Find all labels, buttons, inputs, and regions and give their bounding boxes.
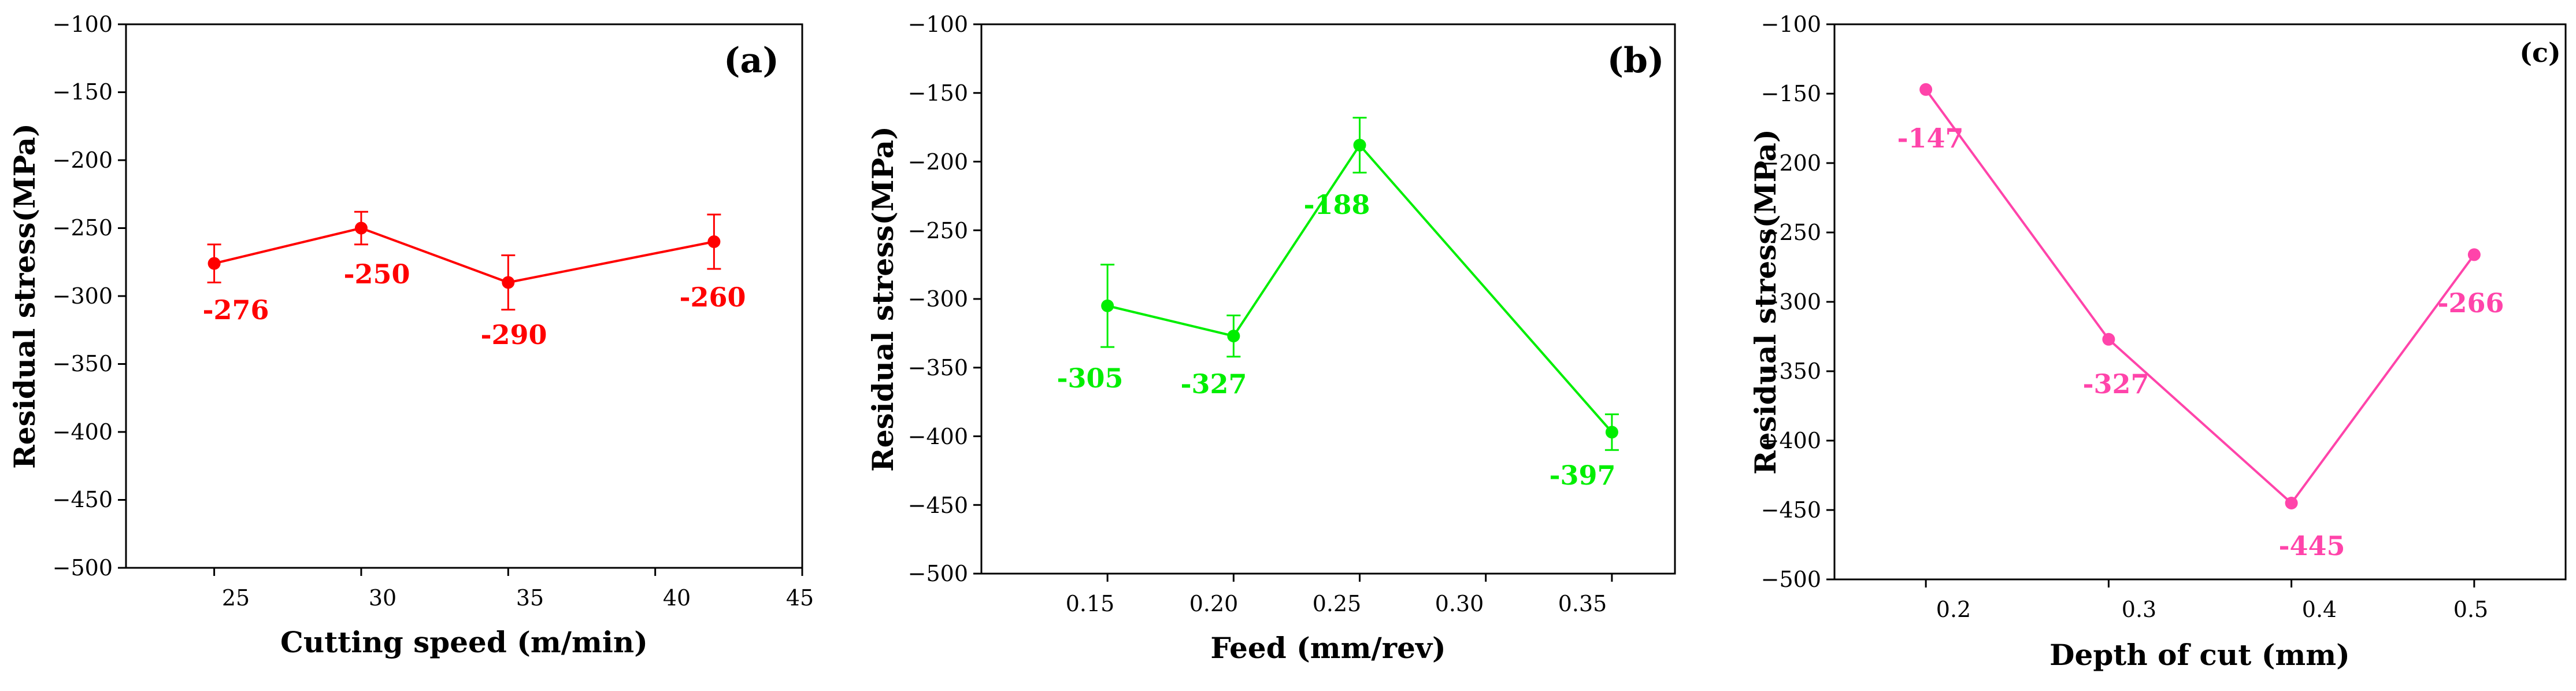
x-tick-label: 0.25 bbox=[1313, 591, 1362, 616]
data-point bbox=[1919, 83, 1933, 96]
panel-b-series bbox=[1100, 117, 1619, 451]
panel-a-label: (a) bbox=[724, 40, 779, 81]
y-tick-label: −500 bbox=[53, 555, 113, 581]
panel-a-series bbox=[207, 210, 721, 311]
data-point bbox=[1101, 299, 1114, 312]
panel-c-y-tick-labels: −100 −150 −200 −250 −300 −350 −400 −450 … bbox=[1761, 12, 1821, 592]
panel-b-frame bbox=[980, 23, 1676, 575]
panel-b-data-labels: -305 -327 -188 -397 bbox=[1057, 189, 1615, 491]
panel-c-ticks bbox=[1826, 23, 2475, 587]
x-tick-label: 0.35 bbox=[1558, 591, 1607, 616]
y-tick-label: −150 bbox=[908, 80, 968, 106]
data-label: -147 bbox=[1897, 123, 1963, 154]
panel-a-ticks bbox=[118, 23, 803, 576]
y-tick-label: −350 bbox=[53, 351, 113, 376]
y-tick-label: −450 bbox=[908, 493, 968, 518]
x-tick-label: 0.30 bbox=[1435, 591, 1484, 616]
panel-b-y-tick-labels: −100 −150 −200 −250 −300 −350 −400 −450 … bbox=[908, 12, 968, 586]
y-tick-label: −100 bbox=[1761, 12, 1821, 37]
series-line bbox=[1925, 88, 2475, 505]
data-point bbox=[2102, 332, 2115, 346]
panel-a-data-labels: -276 -250 -290 -260 bbox=[202, 258, 746, 350]
data-label: -445 bbox=[2278, 530, 2345, 561]
data-point bbox=[502, 276, 515, 289]
data-point bbox=[707, 235, 721, 248]
panel-b-label: (b) bbox=[1607, 40, 1665, 81]
y-tick-label: −350 bbox=[1761, 359, 1821, 384]
y-tick-label: −300 bbox=[908, 286, 968, 312]
data-point bbox=[2467, 248, 2481, 261]
panel-a: (a) Cutting speed (m/min) Residual stres… bbox=[8, 12, 814, 659]
x-tick-label: 0.20 bbox=[1189, 591, 1239, 616]
y-tick-label: −450 bbox=[1761, 497, 1821, 523]
data-point bbox=[1227, 330, 1240, 343]
x-tick-label: 30 bbox=[369, 585, 396, 611]
data-label: -397 bbox=[1549, 460, 1615, 491]
x-tick-label: 35 bbox=[516, 585, 544, 611]
data-label: -260 bbox=[679, 282, 746, 313]
y-tick-label: −300 bbox=[53, 283, 113, 309]
panel-a-x-axis-title: Cutting speed (m/min) bbox=[280, 625, 648, 659]
y-tick-label: −200 bbox=[908, 149, 968, 175]
data-label: -188 bbox=[1303, 189, 1370, 220]
y-tick-label: −500 bbox=[1761, 567, 1821, 592]
panel-c-x-tick-labels: 0.2 0.3 0.4 0.5 bbox=[1936, 597, 2488, 622]
panel-c-series bbox=[1919, 83, 2481, 509]
data-label: -266 bbox=[2437, 287, 2504, 319]
y-tick-label: −200 bbox=[53, 147, 113, 173]
panel-b-x-axis-title: Feed (mm/rev) bbox=[1210, 631, 1445, 665]
panel-a-y-axis-title: Residual stress(MPa) bbox=[8, 123, 42, 469]
panel-c-y-axis-title: Residual stress(MPa) bbox=[1748, 129, 1782, 475]
x-tick-label: 0.4 bbox=[2302, 597, 2337, 622]
panel-b-x-tick-labels: 0.15 0.20 0.25 0.30 0.35 bbox=[1066, 591, 1607, 616]
y-tick-label: −100 bbox=[908, 12, 968, 37]
panel-b: (b) Feed (mm/rev) Residual stress(MPa) 0… bbox=[866, 12, 1676, 665]
y-tick-label: −200 bbox=[1761, 150, 1821, 176]
y-tick-label: −400 bbox=[908, 424, 968, 449]
x-tick-label: 25 bbox=[222, 585, 250, 611]
panel-c-data-labels: -147 -327 -445 -266 bbox=[1897, 123, 2504, 561]
y-tick-label: −250 bbox=[908, 218, 968, 243]
y-tick-label: −100 bbox=[53, 12, 113, 37]
y-tick-label: −350 bbox=[908, 355, 968, 380]
data-label: -327 bbox=[1180, 368, 1247, 400]
x-tick-label: 0.2 bbox=[1936, 597, 1971, 622]
x-tick-label: 0.5 bbox=[2453, 597, 2488, 622]
y-tick-label: −500 bbox=[908, 561, 968, 586]
y-tick-label: −150 bbox=[53, 79, 113, 105]
panel-c-x-axis-title: Depth of cut (mm) bbox=[2049, 638, 2350, 672]
x-tick-label: 40 bbox=[663, 585, 691, 611]
x-tick-label: 45 bbox=[786, 585, 814, 611]
data-point bbox=[1605, 426, 1618, 439]
data-point bbox=[354, 221, 368, 235]
y-tick-label: −450 bbox=[53, 487, 113, 512]
x-tick-label: 0.15 bbox=[1066, 591, 1115, 616]
data-label: -250 bbox=[343, 258, 410, 290]
y-tick-label: −250 bbox=[1761, 220, 1821, 245]
y-tick-label: −400 bbox=[1761, 428, 1821, 453]
data-label: -305 bbox=[1057, 363, 1123, 394]
data-point bbox=[207, 257, 221, 270]
y-tick-label: −250 bbox=[53, 215, 113, 241]
series-line bbox=[1107, 143, 1613, 433]
data-point bbox=[1353, 139, 1366, 151]
panel-c-label: (c) bbox=[2519, 37, 2561, 68]
data-point bbox=[2285, 497, 2298, 509]
y-tick-label: −150 bbox=[1761, 81, 1821, 106]
data-label: -327 bbox=[2082, 368, 2149, 400]
panel-b-ticks bbox=[973, 23, 1613, 582]
panel-b-y-axis-title: Residual stress(MPa) bbox=[866, 126, 900, 472]
y-tick-label: −400 bbox=[53, 419, 113, 445]
panel-c: (c) Depth of cut (mm) Residual stress(MP… bbox=[1748, 12, 2567, 672]
panel-a-x-tick-labels: 25 30 35 40 45 bbox=[222, 585, 814, 611]
data-label: -290 bbox=[480, 319, 547, 350]
x-tick-label: 0.3 bbox=[2122, 597, 2156, 622]
data-label: -276 bbox=[202, 294, 269, 326]
series-line bbox=[214, 227, 714, 284]
panel-a-y-tick-labels: −100 −150 −200 −250 −300 −350 −400 −450 … bbox=[53, 12, 113, 581]
y-tick-label: −300 bbox=[1761, 289, 1821, 315]
